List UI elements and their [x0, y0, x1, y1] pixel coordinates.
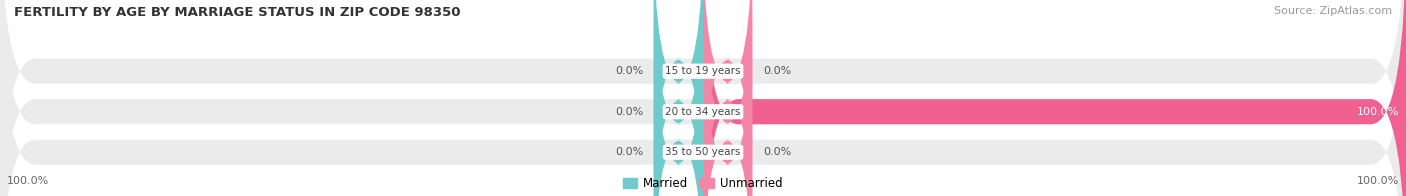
Legend: Married, Unmarried: Married, Unmarried: [623, 177, 783, 190]
Text: 0.0%: 0.0%: [762, 147, 792, 157]
FancyBboxPatch shape: [703, 3, 752, 196]
Text: 0.0%: 0.0%: [614, 147, 644, 157]
Text: FERTILITY BY AGE BY MARRIAGE STATUS IN ZIP CODE 98350: FERTILITY BY AGE BY MARRIAGE STATUS IN Z…: [14, 6, 461, 19]
FancyBboxPatch shape: [654, 0, 703, 196]
FancyBboxPatch shape: [654, 3, 703, 196]
FancyBboxPatch shape: [703, 0, 752, 196]
Text: 0.0%: 0.0%: [614, 66, 644, 76]
Text: 20 to 34 years: 20 to 34 years: [665, 107, 741, 117]
Text: 35 to 50 years: 35 to 50 years: [665, 147, 741, 157]
FancyBboxPatch shape: [703, 0, 752, 196]
Text: 15 to 19 years: 15 to 19 years: [665, 66, 741, 76]
FancyBboxPatch shape: [654, 0, 703, 196]
FancyBboxPatch shape: [703, 0, 1406, 196]
Text: 100.0%: 100.0%: [7, 176, 49, 186]
Text: 0.0%: 0.0%: [762, 66, 792, 76]
Text: Source: ZipAtlas.com: Source: ZipAtlas.com: [1274, 6, 1392, 16]
Text: 100.0%: 100.0%: [1357, 107, 1399, 117]
Text: 0.0%: 0.0%: [614, 107, 644, 117]
Text: 100.0%: 100.0%: [1357, 176, 1399, 186]
